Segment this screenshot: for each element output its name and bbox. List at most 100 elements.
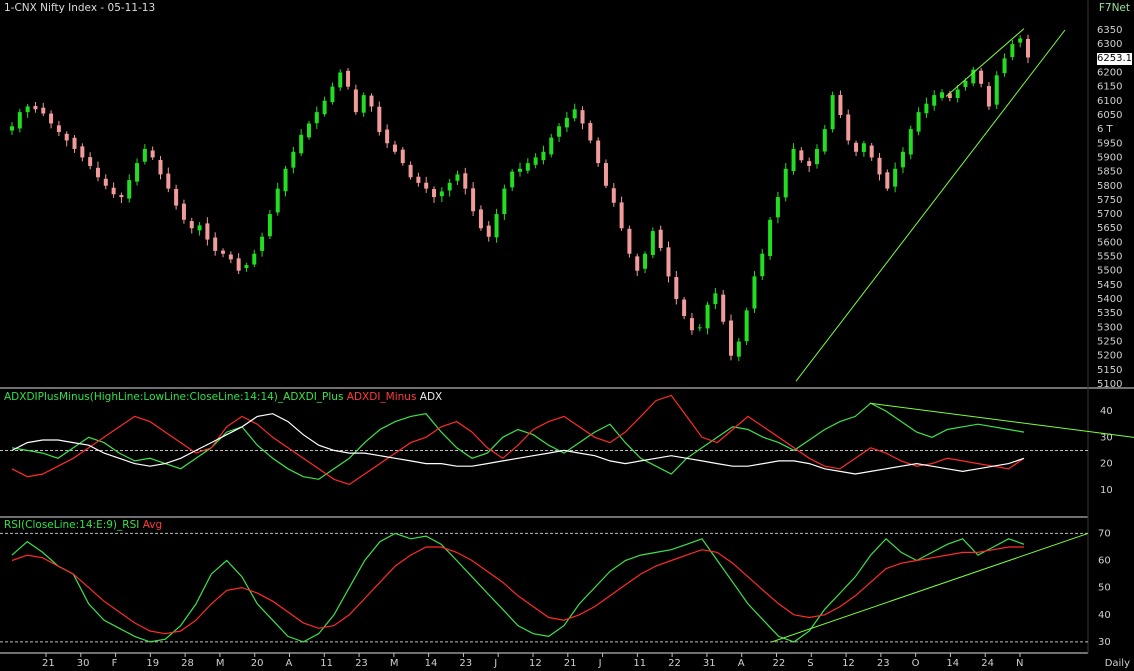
candle [299,134,304,154]
candle [478,209,483,229]
candle [588,123,593,141]
price-tick-label: 5750 [1097,195,1122,206]
candle [760,253,765,277]
candle [1002,58,1007,74]
x-tick-label: 24 [981,658,994,669]
candle [682,299,687,317]
candle [994,75,999,105]
rsi-prefix-label: RSI(CloseLine:14:E:9)_ [4,519,123,531]
candle [502,188,507,215]
candle [213,237,218,251]
x-tick-label: 21 [564,658,577,669]
price-tick-label: 5450 [1097,280,1122,291]
x-tick-label: F [112,658,118,669]
candle [697,327,702,329]
last-price-label: 6253.15 [1097,53,1132,65]
adx-prefix-label: ADXDIPlusMinus(HighLine:LowLine:CloseLin… [4,391,284,403]
candle [580,110,585,124]
price-tick-label: 6350 [1097,25,1122,36]
x-tick-label: 22 [668,658,681,669]
candle [596,140,601,164]
candle [549,137,554,155]
candle [689,318,694,331]
candle [1026,38,1030,58]
candle [127,180,132,199]
candle [650,231,655,255]
candle [971,69,976,84]
x-tick-label: 11 [633,658,646,669]
price-tick-label: 5950 [1097,138,1122,149]
candle [95,167,100,178]
price-tick-label: 5100 [1097,379,1122,390]
price-tick-label: 5350 [1097,308,1122,319]
adx-minus-label: ADXDI_Minus [346,391,417,403]
candle [252,253,257,265]
indicator-tick-label: 30 [1098,637,1111,648]
x-tick-label: 19 [146,658,159,669]
candle [635,256,640,271]
candle [471,188,476,212]
candle [893,168,898,187]
candle [768,219,773,257]
candle [174,188,179,206]
rsi-pane-title: RSI(CloseLine:14:E:9)_RSI Avg [4,519,162,531]
candle [674,277,679,300]
series-line [11,402,1025,480]
candle [658,229,663,249]
candle [267,214,272,237]
candle [611,188,616,203]
indicator-tick-label: 50 [1098,583,1111,594]
candle [525,163,530,171]
candle [900,151,905,168]
candle [885,172,890,189]
candle [752,276,757,309]
candle [103,178,108,186]
candle [791,148,796,172]
adx-label: ADX [419,391,443,403]
x-tick-label: O [912,658,920,669]
x-tick-label: M [390,658,399,669]
price-tick-label: 5550 [1097,252,1122,263]
candle [1018,38,1023,43]
price-tick-label: 5650 [1097,223,1122,234]
candle [533,157,538,165]
candle [830,95,835,130]
candle [283,168,288,192]
x-tick-label: 23 [459,658,472,669]
x-tick-label: 12 [842,658,855,669]
candle [142,148,147,162]
price-tick-label: 5800 [1097,181,1122,192]
candle [361,95,366,113]
x-tick-label: 30 [77,658,90,669]
price-tick-label: 6300 [1097,39,1122,50]
candle [377,106,382,132]
x-tick-label: M [216,658,225,669]
candle [916,112,921,132]
period-label[interactable]: Daily [1104,658,1130,669]
candle [353,89,358,113]
candle [947,93,952,98]
candle [486,225,491,237]
rsi-trendline [771,532,1089,643]
candle [908,129,913,155]
candle [814,148,819,165]
candle [432,189,437,198]
candle [955,89,960,98]
x-tick-label: S [807,658,813,669]
indicator-tick-label: 60 [1098,556,1111,567]
candle [447,182,452,191]
candle [306,123,311,138]
candle [392,144,397,152]
candle [619,202,624,229]
candle [346,70,351,87]
candle [518,168,522,172]
candle [80,146,85,158]
price-tick-label: 5150 [1097,365,1122,376]
price-tick-label: 6050 [1097,110,1122,121]
adx-trendline [869,402,1134,438]
candle [88,157,93,166]
candle [713,293,718,305]
series-line [11,546,1024,635]
candle [986,86,991,107]
